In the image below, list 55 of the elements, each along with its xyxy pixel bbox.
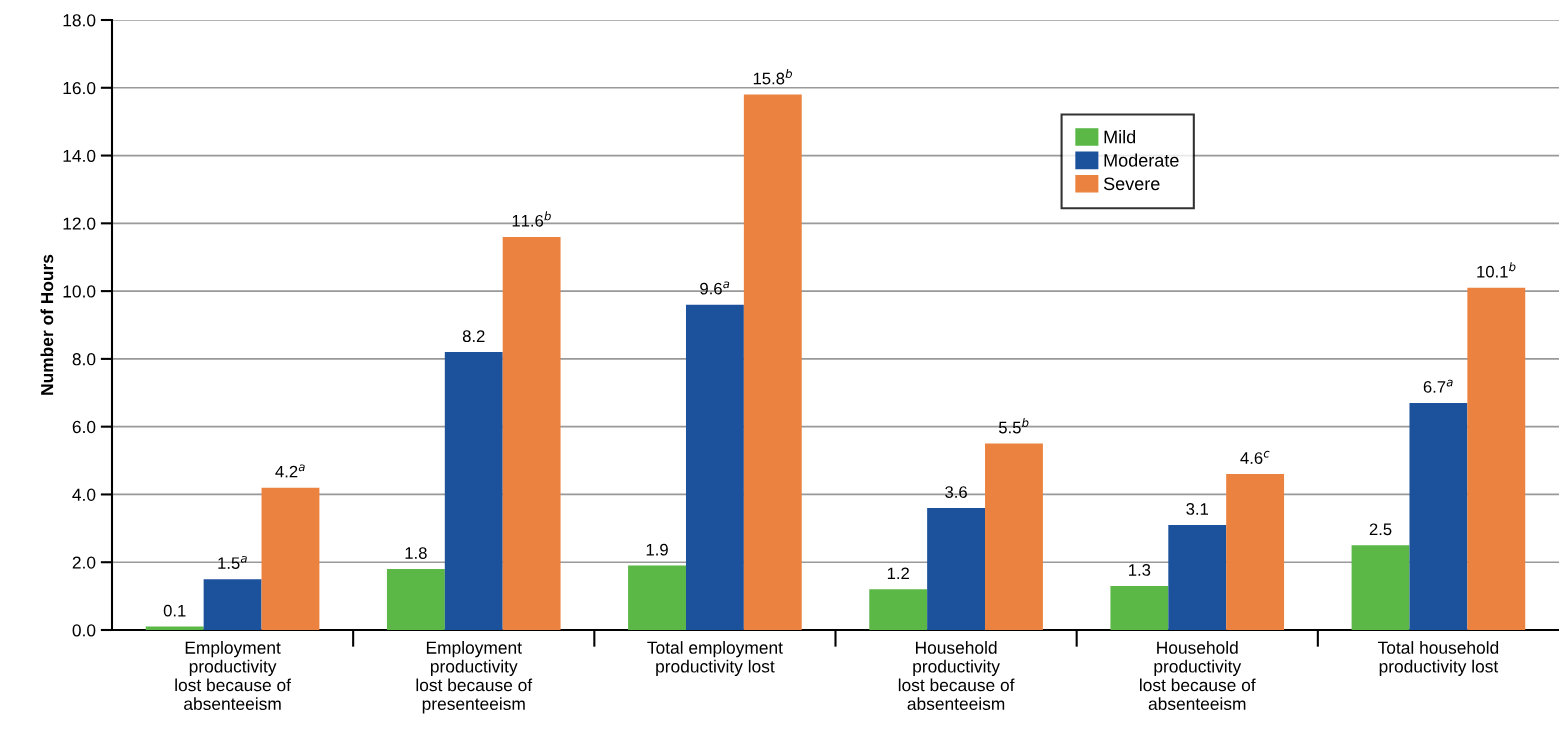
bar — [502, 236, 561, 630]
bar — [261, 487, 320, 630]
data-label: 4.6$^{c}$ — [1240, 450, 1270, 464]
bar — [1226, 474, 1285, 630]
data-label: 4.2$^{a}$ — [275, 464, 305, 478]
data-label: 15.8$^{b}$ — [753, 68, 792, 85]
bar — [203, 579, 262, 630]
y-tick-label: 10.0 — [63, 285, 96, 298]
y-tick-label: 0.0 — [72, 624, 96, 637]
data-label: 1.8 — [405, 547, 427, 559]
data-label: 11.6$^{b}$ — [512, 211, 551, 227]
x-tick-label: Household productivity lost because of absenteeism — [1140, 641, 1256, 710]
data-label: 9.6$^{a}$ — [700, 281, 730, 295]
x-tick-label: Total employment productivity lost — [647, 641, 783, 676]
legend-label: Severe — [1103, 177, 1160, 191]
y-tick-label: 6.0 — [72, 420, 96, 434]
bar — [1168, 524, 1227, 630]
data-label: 2.5 — [1369, 523, 1392, 536]
data-label: 10.1$^{b}$ — [1477, 262, 1516, 278]
data-label: 1.3 — [1129, 564, 1151, 576]
y-tick-label: 12.0 — [63, 217, 96, 230]
bar — [985, 443, 1043, 630]
bar — [1351, 545, 1410, 630]
y-tick-label: 14.0 — [63, 149, 96, 163]
data-label: 8.2 — [462, 330, 485, 343]
bar — [743, 94, 802, 630]
data-label: 6.7$^{a}$ — [1423, 379, 1453, 393]
data-label: 1.2 — [887, 567, 909, 580]
y-tick-label: 4.0 — [72, 488, 96, 501]
y-tick-label: 8.0 — [72, 353, 96, 366]
bar — [386, 569, 445, 630]
data-label: 5.5$^{b}$ — [998, 418, 1029, 434]
x-tick-label: Employment productivity lost because of absenteeism — [175, 641, 291, 710]
bar — [1110, 585, 1169, 630]
data-label: 1.9 — [646, 543, 668, 556]
bar — [1409, 402, 1468, 630]
data-label: 3.1 — [1186, 503, 1209, 515]
x-tick-label: Employment productivity lost because of presenteeism — [416, 641, 533, 714]
bar — [869, 589, 928, 630]
data-label: 3.6 — [945, 486, 967, 498]
bar — [685, 304, 744, 630]
legend-label: Mild — [1104, 130, 1136, 144]
x-tick-label: Total household productivity lost — [1378, 641, 1499, 676]
data-label: 0.1 — [163, 604, 186, 617]
x-tick-label: Household productivity lost because of absenteeism — [898, 641, 1015, 710]
legend-label: Moderate — [1104, 153, 1179, 167]
y-tick-label: 16.0 — [63, 81, 96, 95]
bar — [1467, 287, 1526, 630]
bar — [444, 352, 503, 630]
y-tick-label: 18.0 — [63, 14, 96, 27]
y-axis-title: Number of Hours — [40, 254, 54, 395]
bar — [628, 565, 686, 630]
bar — [927, 508, 986, 630]
y-tick-label: 2.0 — [72, 556, 96, 569]
data-label: 1.5$^{a}$ — [218, 555, 247, 570]
